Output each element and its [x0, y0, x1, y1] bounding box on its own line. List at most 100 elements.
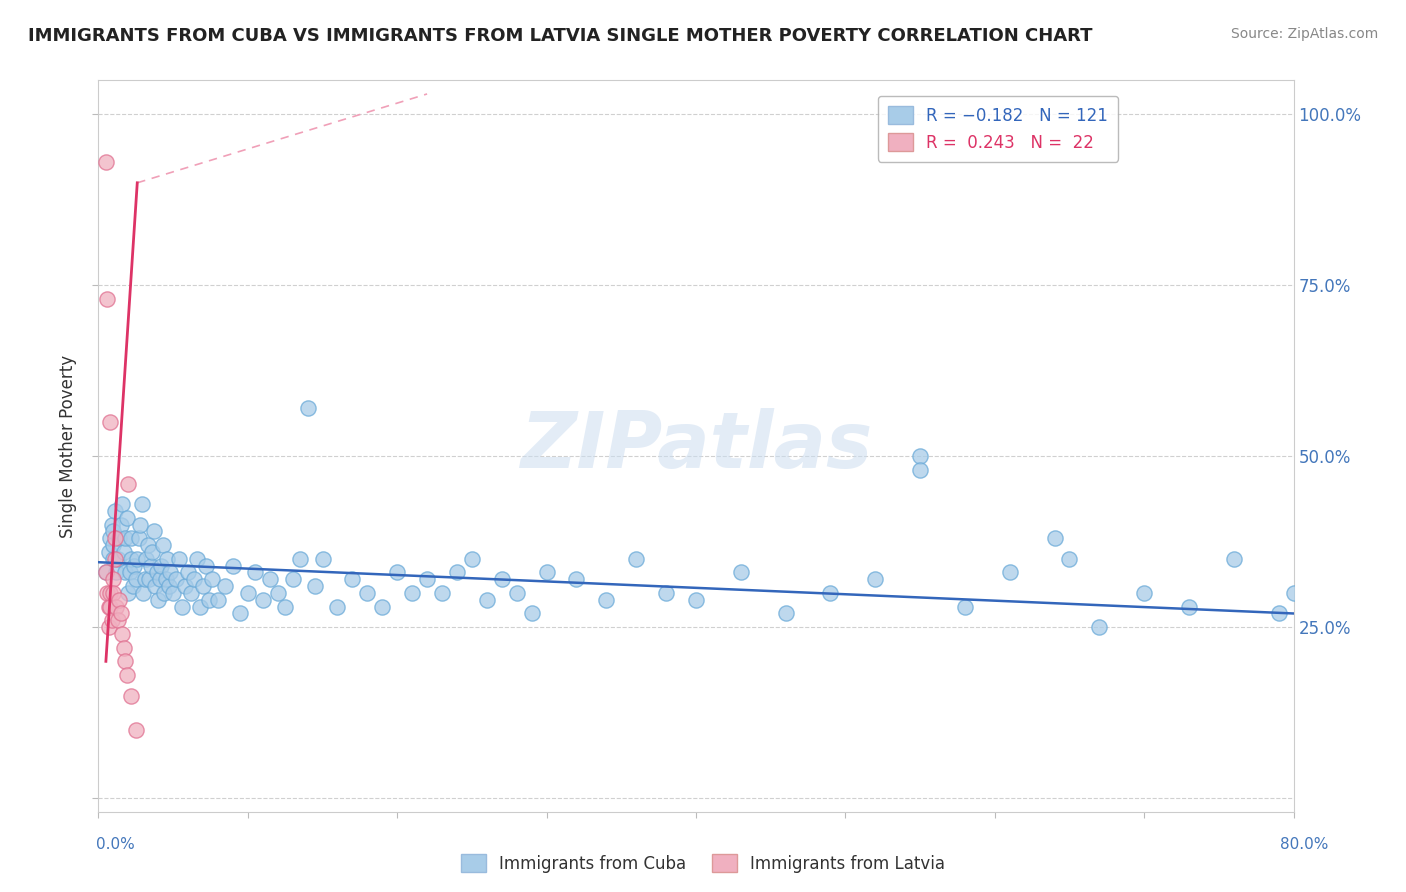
Point	[165, 572, 187, 586]
Point	[103, 586, 125, 600]
Point	[565, 572, 588, 586]
Point	[201, 572, 224, 586]
Text: 0.0%: 0.0%	[96, 837, 135, 852]
Point	[506, 586, 529, 600]
Point	[820, 586, 842, 600]
Point	[108, 592, 131, 607]
Point	[141, 545, 163, 559]
Point	[159, 566, 181, 580]
Point	[114, 566, 136, 580]
Point	[134, 572, 156, 586]
Point	[461, 551, 484, 566]
Point	[103, 524, 125, 539]
Point	[167, 551, 190, 566]
Point	[153, 586, 176, 600]
Point	[104, 551, 127, 566]
Point	[304, 579, 326, 593]
Point	[132, 586, 155, 600]
Point	[112, 545, 135, 559]
Point	[98, 599, 122, 614]
Point	[121, 579, 143, 593]
Legend: Immigrants from Cuba, Immigrants from Latvia: Immigrants from Cuba, Immigrants from La…	[454, 847, 952, 880]
Point	[183, 572, 205, 586]
Point	[124, 558, 146, 573]
Point	[356, 586, 378, 600]
Point	[111, 497, 134, 511]
Point	[138, 572, 160, 586]
Point	[110, 607, 132, 621]
Text: Source: ZipAtlas.com: Source: ZipAtlas.com	[1230, 27, 1378, 41]
Point	[1178, 599, 1201, 614]
Point	[114, 531, 136, 545]
Point	[1223, 551, 1246, 566]
Point	[245, 566, 267, 580]
Point	[136, 538, 159, 552]
Point	[129, 517, 152, 532]
Point	[274, 599, 297, 614]
Point	[117, 586, 139, 600]
Point	[446, 566, 468, 580]
Point	[135, 551, 157, 566]
Point	[111, 627, 134, 641]
Point	[908, 449, 931, 463]
Point	[311, 551, 333, 566]
Point	[174, 579, 197, 593]
Point	[103, 551, 125, 566]
Point	[1043, 531, 1066, 545]
Point	[120, 689, 142, 703]
Point	[94, 566, 117, 580]
Point	[125, 723, 148, 737]
Point	[97, 620, 120, 634]
Point	[152, 538, 174, 552]
Point	[385, 566, 409, 580]
Point	[128, 531, 150, 545]
Point	[180, 586, 202, 600]
Point	[214, 579, 236, 593]
Point	[1282, 586, 1305, 600]
Point	[155, 572, 177, 586]
Point	[259, 572, 281, 586]
Point	[371, 599, 394, 614]
Point	[115, 510, 138, 524]
Point	[520, 607, 543, 621]
Point	[110, 517, 132, 532]
Point	[730, 566, 752, 580]
Text: ZIPatlas: ZIPatlas	[520, 408, 872, 484]
Point	[118, 566, 141, 580]
Point	[107, 551, 129, 566]
Point	[156, 551, 179, 566]
Point	[252, 592, 274, 607]
Point	[97, 545, 120, 559]
Point	[998, 566, 1021, 580]
Point	[297, 401, 319, 416]
Point	[103, 572, 125, 586]
Point	[177, 566, 200, 580]
Point	[186, 551, 208, 566]
Point	[127, 551, 149, 566]
Point	[104, 504, 127, 518]
Point	[98, 586, 122, 600]
Point	[195, 558, 218, 573]
Point	[98, 415, 122, 429]
Point	[112, 640, 135, 655]
Point	[342, 572, 364, 586]
Point	[101, 613, 124, 627]
Point	[236, 586, 259, 600]
Point	[103, 538, 125, 552]
Point	[1133, 586, 1156, 600]
Point	[143, 579, 166, 593]
Point	[685, 592, 707, 607]
Point	[865, 572, 887, 586]
Point	[149, 572, 172, 586]
Point	[96, 292, 118, 306]
Point	[267, 586, 290, 600]
Point	[207, 592, 229, 607]
Point	[288, 551, 311, 566]
Point	[157, 579, 180, 593]
Point	[94, 566, 117, 580]
Point	[131, 497, 153, 511]
Point	[908, 463, 931, 477]
Point	[105, 566, 128, 580]
Point	[115, 668, 138, 682]
Point	[97, 599, 120, 614]
